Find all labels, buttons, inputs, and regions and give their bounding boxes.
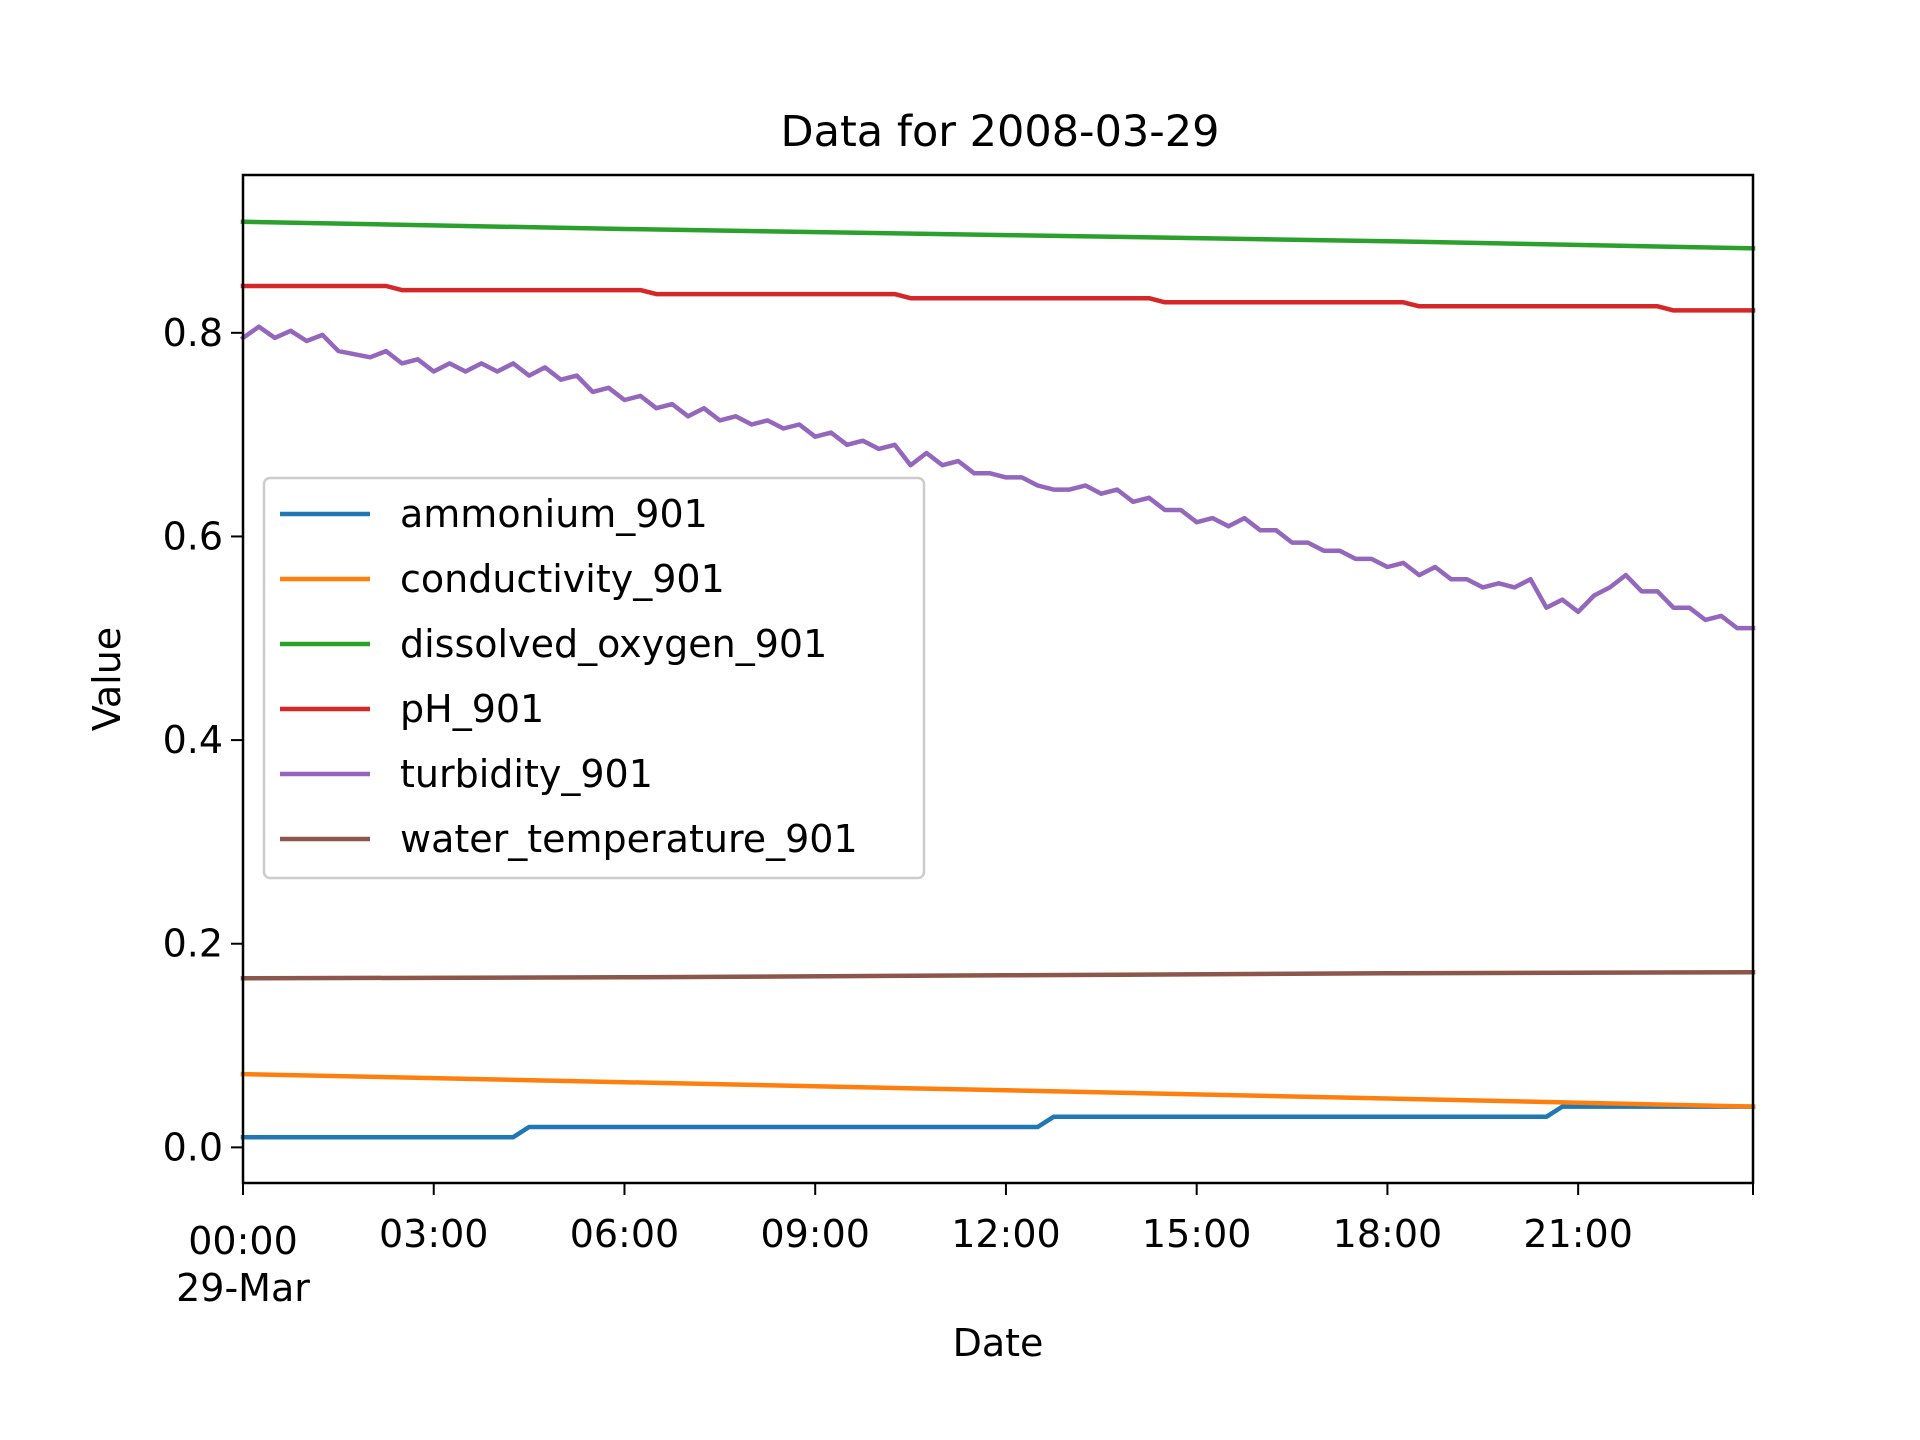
y-tick-label-4: 0.8 — [163, 311, 223, 355]
series-line-0 — [240, 1104, 1756, 1140]
legend: ammonium_901 conductivity_901 dissolved_ox… — [262, 476, 926, 880]
legend-label-5: water_temperature_901 — [400, 817, 858, 861]
x-tick-label-6: 18:00 — [1333, 1212, 1443, 1256]
series-layer — [239, 219, 1756, 1140]
series-line-1 — [240, 1071, 1756, 1109]
legend-label-2: dissolved_oxygen_901 — [400, 622, 827, 666]
y-axis: 0.0 0.2 0.4 0.6 0.8 — [163, 311, 243, 1169]
legend-label-4: turbidity_901 — [400, 752, 653, 796]
x-tick-label-3: 09:00 — [760, 1212, 870, 1256]
y-tick-label-3: 0.6 — [163, 514, 223, 558]
series-line-5 — [240, 969, 1756, 981]
plot-area-frame — [241, 173, 1755, 1185]
y-tick-label-2: 0.4 — [163, 718, 223, 762]
legend-label-0: ammonium_901 — [400, 492, 708, 536]
x-axis-label: Date — [953, 1321, 1044, 1365]
chart-title: Data for 2008-03-29 — [780, 107, 1219, 157]
x-tick-sublabel-0: 29-Mar — [176, 1266, 310, 1310]
x-tick-label-1: 03:00 — [379, 1212, 489, 1256]
x-tick-label-4: 12:00 — [951, 1212, 1061, 1256]
legend-label-3: pH_901 — [400, 687, 544, 731]
legend-box — [262, 476, 926, 880]
x-tick-label-7: 21:00 — [1523, 1212, 1633, 1256]
x-tick-label-2: 06:00 — [570, 1212, 680, 1256]
x-tick-label-0: 00:00 — [188, 1219, 298, 1263]
y-tick-label-0: 0.0 — [163, 1125, 223, 1169]
legend-label-1: conductivity_901 — [400, 557, 725, 601]
series-line-2 — [240, 219, 1756, 251]
y-tick-label-1: 0.2 — [163, 922, 223, 966]
y-axis-label: Value — [85, 627, 129, 731]
series-line-3 — [240, 283, 1756, 313]
series-line-4 — [239, 324, 1756, 631]
x-tick-label-5: 15:00 — [1142, 1212, 1252, 1256]
